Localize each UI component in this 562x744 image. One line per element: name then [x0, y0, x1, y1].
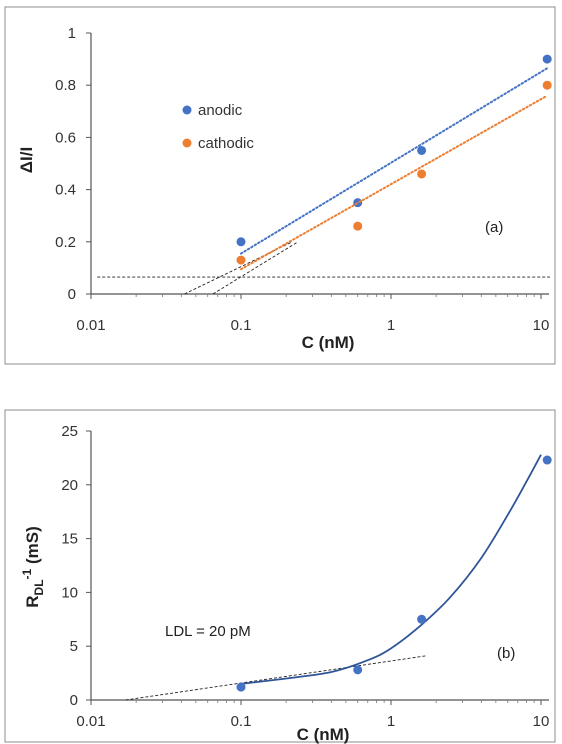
chart-b-point-series-3 [542, 455, 552, 465]
chart-a-xtick-label: 10 [533, 317, 550, 334]
chart-a-xtick-label: 0.1 [231, 317, 252, 334]
chart-b-frame [4, 409, 556, 743]
chart-a-legend: anodic cathodic [182, 102, 254, 152]
chart-b-ylabel-unit: (mS) [23, 526, 42, 569]
chart-b-xtick-label: 0.1 [231, 713, 252, 730]
chart-a-reference-line-2 [212, 241, 299, 295]
chart-panel-a: 0.01 0.1 1 10 0 0.2 0.4 0.6 0.8 1 ΔI/I C (nM) (a)… [4, 6, 556, 365]
chart-a-trendline-anodic [240, 67, 549, 255]
chart-a-point-anodic-0 [236, 237, 246, 247]
chart-b-ytick-label: 0 [70, 692, 78, 709]
chart-b-xtick-label: 0.01 [76, 713, 105, 730]
chart-a-point-cathodic-2 [417, 169, 427, 179]
chart-b-xlabel: C (nM) [297, 725, 350, 744]
chart-a-annotation: (a) [485, 219, 503, 236]
chart-a-trendline-cathodic [240, 94, 549, 271]
chart-a-point-cathodic-1 [353, 221, 363, 231]
chart-b-ldl-annotation: LDL = 20 pM [165, 623, 251, 640]
chart-b-xtick-label: 10 [533, 713, 550, 730]
chart-b-fit-curve [240, 454, 542, 685]
chart-a-ylabel: ΔI/I [17, 147, 36, 173]
chart-a-ytick-label: 0.4 [55, 182, 76, 199]
chart-a-point-cathodic-0 [236, 255, 246, 265]
chart-a-point-cathodic-3 [542, 80, 552, 90]
chart-b-ylabel-sub: DL [32, 579, 46, 595]
chart-b-xtick-label: 1 [387, 713, 395, 730]
chart-a-xtick-label: 0.01 [76, 317, 105, 334]
chart-a-point-anodic-2 [417, 145, 427, 155]
chart-b-ylabel: RDL-1 (mS) [20, 526, 46, 607]
chart-a-xlabel: C (nM) [302, 333, 355, 352]
chart-b-annotation: (b) [497, 645, 515, 662]
chart-b-reference-line-0 [125, 655, 426, 701]
chart-b-point-series-1 [353, 665, 363, 675]
legend-cathodic-marker [182, 138, 192, 148]
chart-b-ytick-label: 20 [61, 477, 78, 494]
chart-b-point-series-0 [236, 682, 246, 692]
chart-b-point-series-2 [417, 614, 427, 624]
chart-a-xtick-label: 1 [387, 317, 395, 334]
chart-b-plot-area: 0.01 0.1 1 10 0 5 10 15 20 25 [61, 423, 552, 730]
chart-a-plot-area: 0.01 0.1 1 10 0 0.2 0.4 0.6 0.8 1 [55, 25, 552, 334]
chart-a-ytick-label: 1 [68, 25, 76, 42]
legend-anodic-marker [182, 105, 192, 115]
chart-b-ylabel-base: R [23, 595, 42, 607]
chart-b-ytick-label: 10 [61, 584, 78, 601]
legend-anodic-label: anodic [198, 102, 243, 119]
legend-cathodic-label: cathodic [198, 135, 254, 152]
chart-a-ytick-label: 0 [68, 286, 76, 303]
chart-a-ytick-label: 0.8 [55, 77, 76, 94]
chart-a-frame [4, 6, 556, 365]
chart-a-point-anodic-3 [542, 54, 552, 64]
chart-b-ylabel-sup: -1 [20, 568, 34, 579]
chart-panel-b: 0.01 0.1 1 10 0 5 10 15 20 25 RDL-1 (mS) C (nM) L… [4, 409, 556, 744]
chart-a-ytick-label: 0.6 [55, 129, 76, 146]
chart-b-ytick-label: 15 [61, 531, 78, 548]
chart-b-ytick-label: 25 [61, 423, 78, 440]
chart-a-ytick-label: 0.2 [55, 234, 76, 251]
chart-b-ytick-label: 5 [70, 638, 78, 655]
